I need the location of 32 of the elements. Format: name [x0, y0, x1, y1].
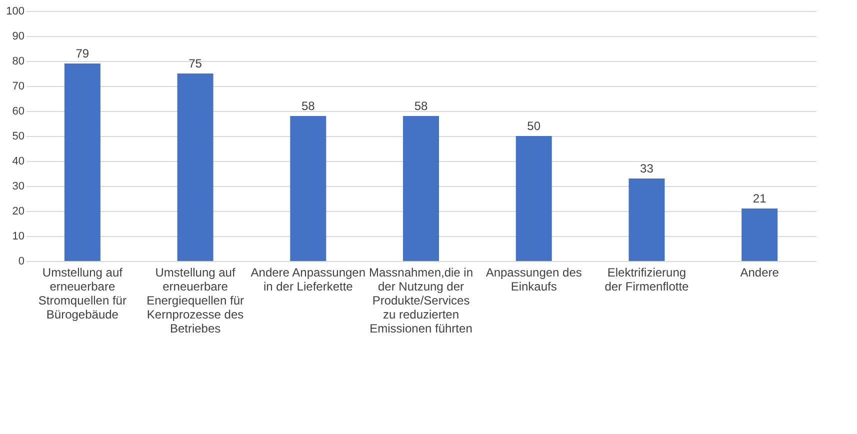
data-label: 79	[76, 46, 90, 60]
y-tick-label: 60	[12, 106, 24, 118]
x-tick-label: Umstellung auf erneuerbare Energiequellen für Kernprozesse des Betriebes	[146, 266, 244, 336]
data-label: 33	[640, 162, 654, 176]
y-tick-label: 30	[12, 180, 24, 192]
y-tick-label: 70	[12, 80, 24, 92]
data-label: 21	[752, 192, 767, 206]
bar	[742, 208, 778, 261]
y-tick-label: 100	[6, 6, 24, 18]
y-tick-label: 20	[12, 206, 24, 218]
x-tick-label: Elektrifizierung der Firmenflotte	[604, 266, 690, 294]
bar	[64, 64, 100, 261]
y-tick-label: 40	[12, 156, 24, 168]
x-tick-label: Andere	[740, 266, 780, 280]
y-tick-label: 80	[12, 56, 24, 68]
bar	[177, 74, 214, 261]
x-tick-label: Massnahmen,die in der Nutzung der Produkte/Services zu reduzierten Emissionen führten	[368, 266, 474, 336]
data-label: 58	[414, 99, 428, 113]
bar	[516, 136, 552, 261]
y-tick-label: 10	[12, 230, 24, 242]
bar	[628, 178, 665, 261]
bar	[403, 116, 439, 261]
bar	[290, 116, 326, 261]
x-tick-label: Andere Anpassungen in der Lieferkette	[250, 266, 366, 294]
data-label: 75	[188, 56, 202, 70]
data-label: 58	[301, 99, 316, 113]
data-label: 50	[527, 119, 541, 133]
y-tick-label: 0	[18, 256, 24, 268]
x-tick-label: Anpassungen des Einkaufs	[486, 266, 582, 294]
y-tick-label: 50	[12, 130, 24, 142]
y-tick-label: 90	[12, 30, 24, 42]
x-tick-label: Umstellung auf erneuerbare Stromquellen für Bürogebäude	[38, 266, 126, 322]
